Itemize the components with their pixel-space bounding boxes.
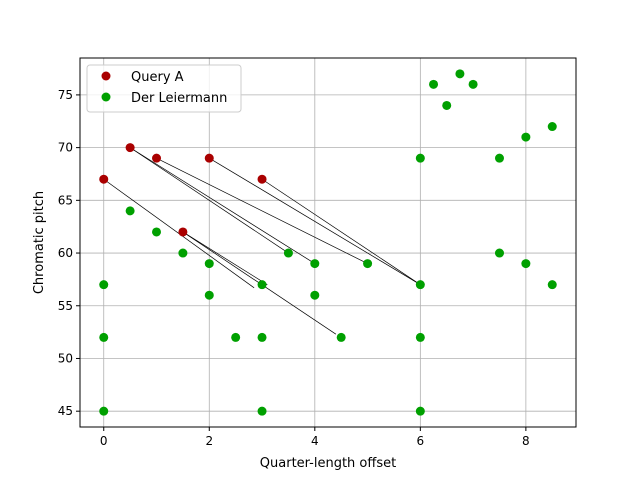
axis-ticks: 0 2 4 6 8 45 50 55 60 65 70 75: [58, 88, 530, 448]
query-a-point: [257, 174, 267, 184]
y-tick-label: 45: [58, 404, 73, 418]
der-leiermann-point: [204, 290, 214, 300]
match-line: [129, 147, 289, 254]
der-leiermann-point: [494, 153, 504, 163]
der-leiermann-point: [363, 259, 373, 269]
der-leiermann-point: [521, 132, 531, 142]
y-tick-label: 75: [58, 88, 73, 102]
der-leiermann-point: [283, 248, 293, 258]
plot-area-frame: [79, 57, 577, 428]
legend-marker-query-a: [101, 71, 111, 81]
der-leiermann-point: [442, 100, 452, 110]
der-leiermann-point: [257, 406, 267, 416]
query-a-point: [178, 227, 188, 237]
der-leiermann-point: [336, 332, 346, 342]
x-tick-label: 2: [205, 434, 213, 448]
y-axis-label: Chromatic pitch: [32, 191, 47, 294]
x-axis-label: Quarter-length offset: [260, 456, 396, 471]
der-leiermann-point: [415, 332, 425, 342]
der-leiermann-point: [429, 79, 439, 89]
der-leiermann-point: [415, 153, 425, 163]
match-line: [209, 157, 421, 285]
der-leiermann-point: [204, 259, 214, 269]
x-tick-label: 8: [522, 434, 530, 448]
der-leiermann-point: [494, 248, 504, 258]
y-tick-label: 50: [58, 351, 73, 365]
match-line: [182, 231, 268, 285]
der-leiermann-point: [257, 332, 267, 342]
der-leiermann-point: [99, 406, 109, 416]
match-line: [261, 178, 421, 285]
query-a-point: [99, 174, 109, 184]
legend-marker-der-leiermann: [101, 92, 111, 102]
legend-label-query-a: Query A: [131, 70, 184, 85]
der-leiermann-point: [521, 259, 531, 269]
match-line: [156, 157, 368, 264]
der-leiermann-point: [125, 206, 135, 216]
der-leiermann-point: [547, 280, 557, 290]
der-leiermann-point: [547, 122, 557, 132]
grid: [80, 58, 576, 427]
legend: Query A Der Leiermann: [86, 64, 242, 113]
der-leiermann-point: [257, 280, 267, 290]
match-line: [129, 147, 315, 264]
x-tick-label: 4: [311, 434, 319, 448]
der-leiermann-point: [468, 79, 478, 89]
der-leiermann-point: [415, 406, 425, 416]
der-leiermann-point: [310, 259, 320, 269]
y-tick-label: 70: [58, 141, 73, 155]
x-tick-label: 6: [417, 434, 425, 448]
der-leiermann-point: [152, 227, 162, 237]
der-leiermann-point: [231, 332, 241, 342]
der-leiermann-point: [99, 280, 109, 290]
legend-box: [86, 64, 242, 113]
x-tick-label: 0: [100, 434, 108, 448]
query-a-point: [152, 153, 162, 163]
y-tick-label: 55: [58, 299, 73, 313]
legend-label-der-leiermann: Der Leiermann: [131, 91, 227, 106]
der-leiermann-point: [310, 290, 320, 300]
data-points: [99, 69, 557, 416]
der-leiermann-point: [99, 332, 109, 342]
y-tick-label: 60: [58, 246, 73, 260]
query-a-point: [204, 153, 214, 163]
der-leiermann-point: [415, 280, 425, 290]
der-leiermann-point: [455, 69, 465, 79]
y-tick-label: 65: [58, 193, 73, 207]
der-leiermann-point: [178, 248, 188, 258]
query-a-point: [125, 143, 135, 153]
